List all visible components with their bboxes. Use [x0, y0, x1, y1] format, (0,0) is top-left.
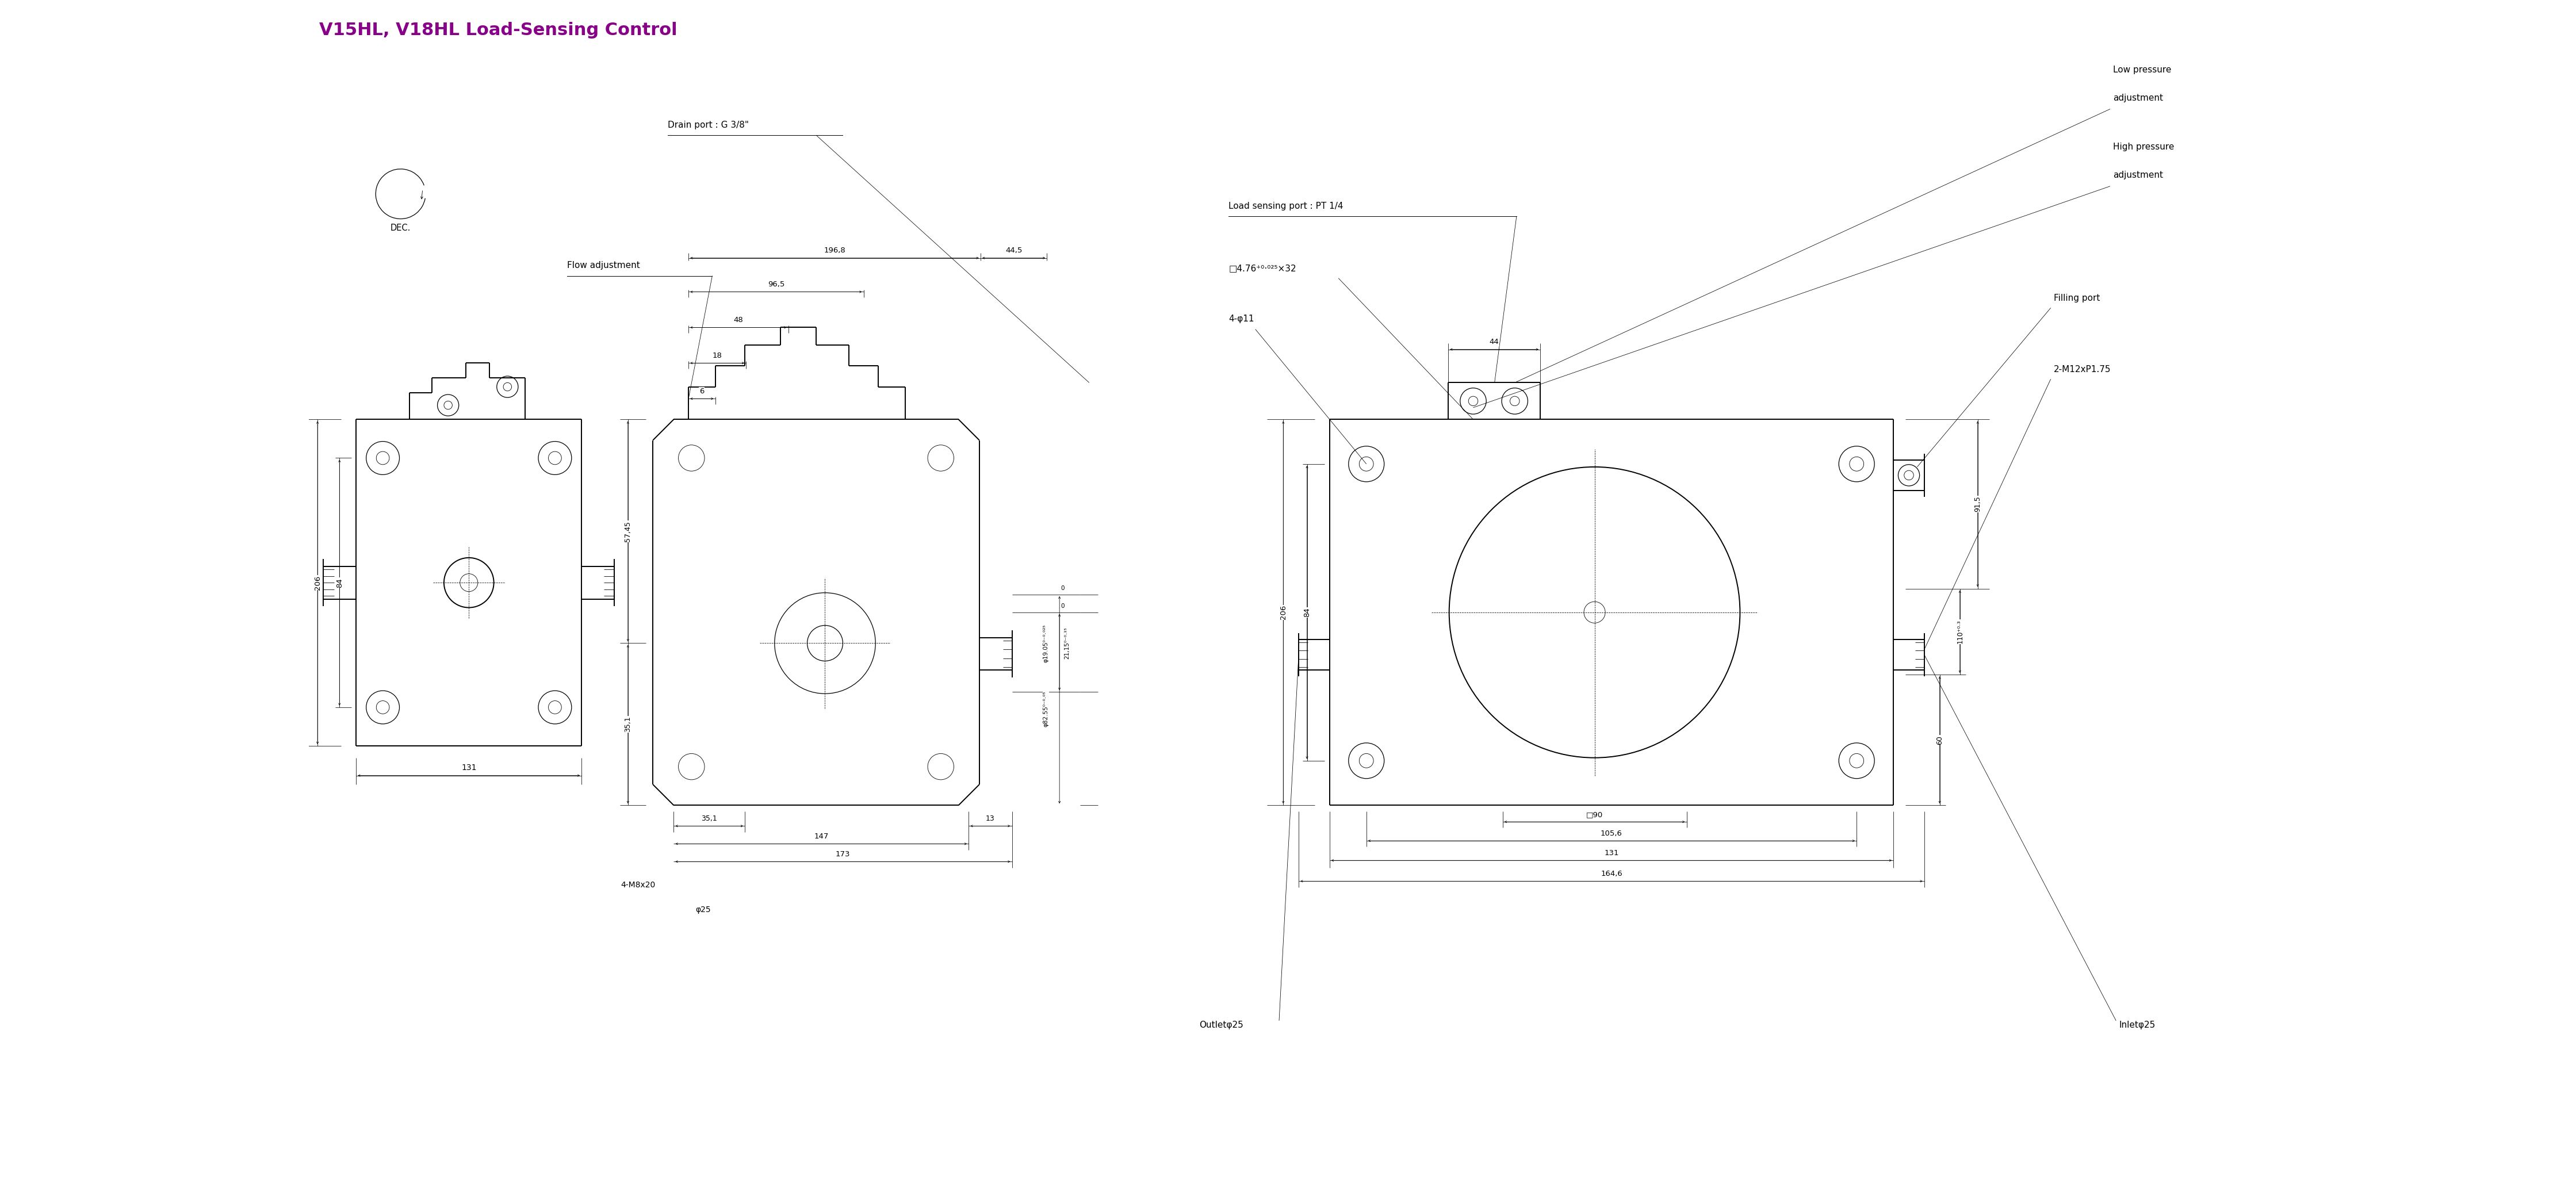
Text: 4-φ11: 4-φ11 [1229, 314, 1255, 323]
Text: 21,15⁰⁻⁰·¹⁵: 21,15⁰⁻⁰·¹⁵ [1064, 627, 1069, 660]
Text: 196,8: 196,8 [824, 247, 845, 255]
Text: 44,5: 44,5 [1005, 247, 1023, 255]
Text: V15HL, V18HL Load-Sensing Control: V15HL, V18HL Load-Sensing Control [319, 22, 677, 38]
Text: 173: 173 [835, 851, 850, 858]
Text: 110⁺⁰·³: 110⁺⁰·³ [1955, 620, 1963, 644]
Text: 2-M12xP1.75: 2-M12xP1.75 [2053, 364, 2110, 374]
Text: adjustment: adjustment [2112, 94, 2164, 103]
Text: adjustment: adjustment [2112, 171, 2164, 179]
Text: Flow adjustment: Flow adjustment [567, 262, 639, 270]
Text: Outletφ25: Outletφ25 [1198, 1021, 1244, 1030]
Text: 206: 206 [1280, 605, 1288, 619]
Text: 147: 147 [814, 833, 829, 840]
Text: φ19.05⁰⁻⁰·⁰²⁵: φ19.05⁰⁻⁰·⁰²⁵ [1043, 624, 1048, 662]
Text: 35,1: 35,1 [623, 716, 631, 733]
Text: 6: 6 [701, 387, 703, 396]
Text: Filling port: Filling port [2053, 294, 2099, 302]
Text: Inletφ25: Inletφ25 [2120, 1021, 2156, 1030]
Text: 206: 206 [314, 576, 322, 590]
Text: 48: 48 [734, 317, 744, 324]
Text: Low pressure: Low pressure [2112, 66, 2172, 74]
Text: 131: 131 [1605, 850, 1618, 857]
Text: 60: 60 [1937, 735, 1942, 744]
Text: 131: 131 [461, 764, 477, 772]
Text: 105,6: 105,6 [1600, 829, 1623, 838]
Text: 96,5: 96,5 [768, 281, 786, 288]
Text: 13: 13 [987, 815, 994, 822]
Text: φ25: φ25 [696, 906, 711, 914]
Text: Load sensing port : PT 1/4: Load sensing port : PT 1/4 [1229, 202, 1342, 210]
Text: □4.76⁺⁰·⁰²⁵×32: □4.76⁺⁰·⁰²⁵×32 [1229, 264, 1296, 272]
Text: 0: 0 [1061, 603, 1064, 608]
Text: 164,6: 164,6 [1600, 870, 1623, 877]
Text: 0: 0 [1061, 586, 1064, 592]
Text: 4-M8x20: 4-M8x20 [621, 881, 654, 889]
Text: 84: 84 [1303, 607, 1311, 617]
Text: 44: 44 [1489, 338, 1499, 345]
Text: 18: 18 [714, 353, 721, 360]
Text: High pressure: High pressure [2112, 142, 2174, 151]
Circle shape [1584, 601, 1605, 623]
Text: φ82.55⁰⁻⁰·⁰⁵: φ82.55⁰⁻⁰·⁰⁵ [1043, 691, 1048, 727]
Text: DEC.: DEC. [392, 223, 410, 233]
Text: 35,1: 35,1 [701, 815, 716, 822]
Text: Drain port : G 3/8": Drain port : G 3/8" [667, 121, 750, 129]
Text: 57,45: 57,45 [623, 521, 631, 541]
Text: 84: 84 [335, 578, 343, 588]
Text: □90: □90 [1587, 811, 1602, 819]
Text: 91,5: 91,5 [1973, 496, 1981, 511]
